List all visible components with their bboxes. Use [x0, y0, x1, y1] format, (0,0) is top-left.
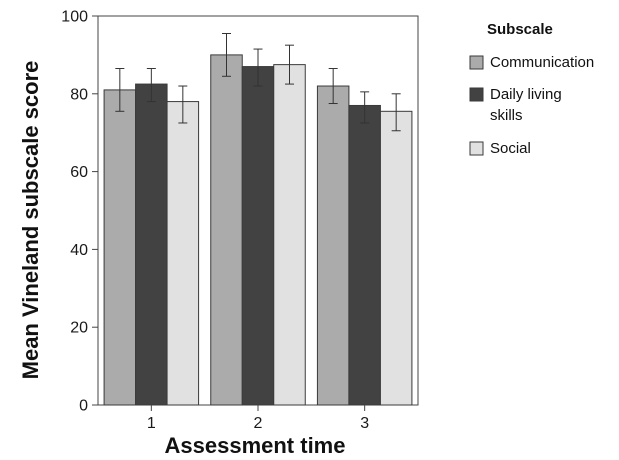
legend-label-daily-living-skills: Daily living skills	[490, 86, 562, 124]
error-bars-group	[115, 33, 401, 132]
bar-communication-2	[210, 54, 243, 406]
bar-daily-living-skills-1	[135, 83, 168, 406]
bar-social-1	[166, 101, 200, 406]
x-tick-label: 1	[147, 415, 156, 432]
bar-social-3	[379, 110, 413, 406]
bar-daily-living-skills-2	[241, 66, 275, 406]
legend-label-social: Social	[490, 140, 531, 157]
y-tick-label: 80	[70, 86, 88, 103]
legend-label-communication: Communication	[490, 54, 594, 71]
legend-swatch-social	[469, 141, 484, 156]
x-tick-label: 2	[254, 415, 263, 432]
y-axis-title: Mean Vineland subscale score	[18, 61, 43, 380]
x-axis-title: Assessment time	[165, 433, 346, 458]
legend-swatch-daily-living-skills	[469, 87, 484, 102]
bar-daily-living-skills-3	[348, 104, 381, 406]
y-tick-label: 60	[70, 164, 88, 181]
y-tick-label: 40	[70, 242, 88, 259]
y-tick-label: 100	[61, 9, 88, 26]
y-tick-label: 0	[79, 398, 88, 415]
bar-communication-3	[316, 85, 350, 406]
bar-communication-1	[103, 89, 137, 406]
x-tick-label: 3	[360, 415, 369, 432]
legend-swatch-communication	[469, 55, 484, 70]
bar-social-2	[273, 64, 306, 406]
y-axis: 0 20 40 60 80 100	[61, 9, 98, 415]
legend: Subscale Communication Daily living skills…	[469, 21, 594, 157]
bars-group	[103, 54, 413, 406]
legend-title: Subscale	[487, 21, 553, 38]
x-axis: 1 2 3	[147, 405, 369, 432]
y-tick-label: 20	[70, 320, 88, 337]
